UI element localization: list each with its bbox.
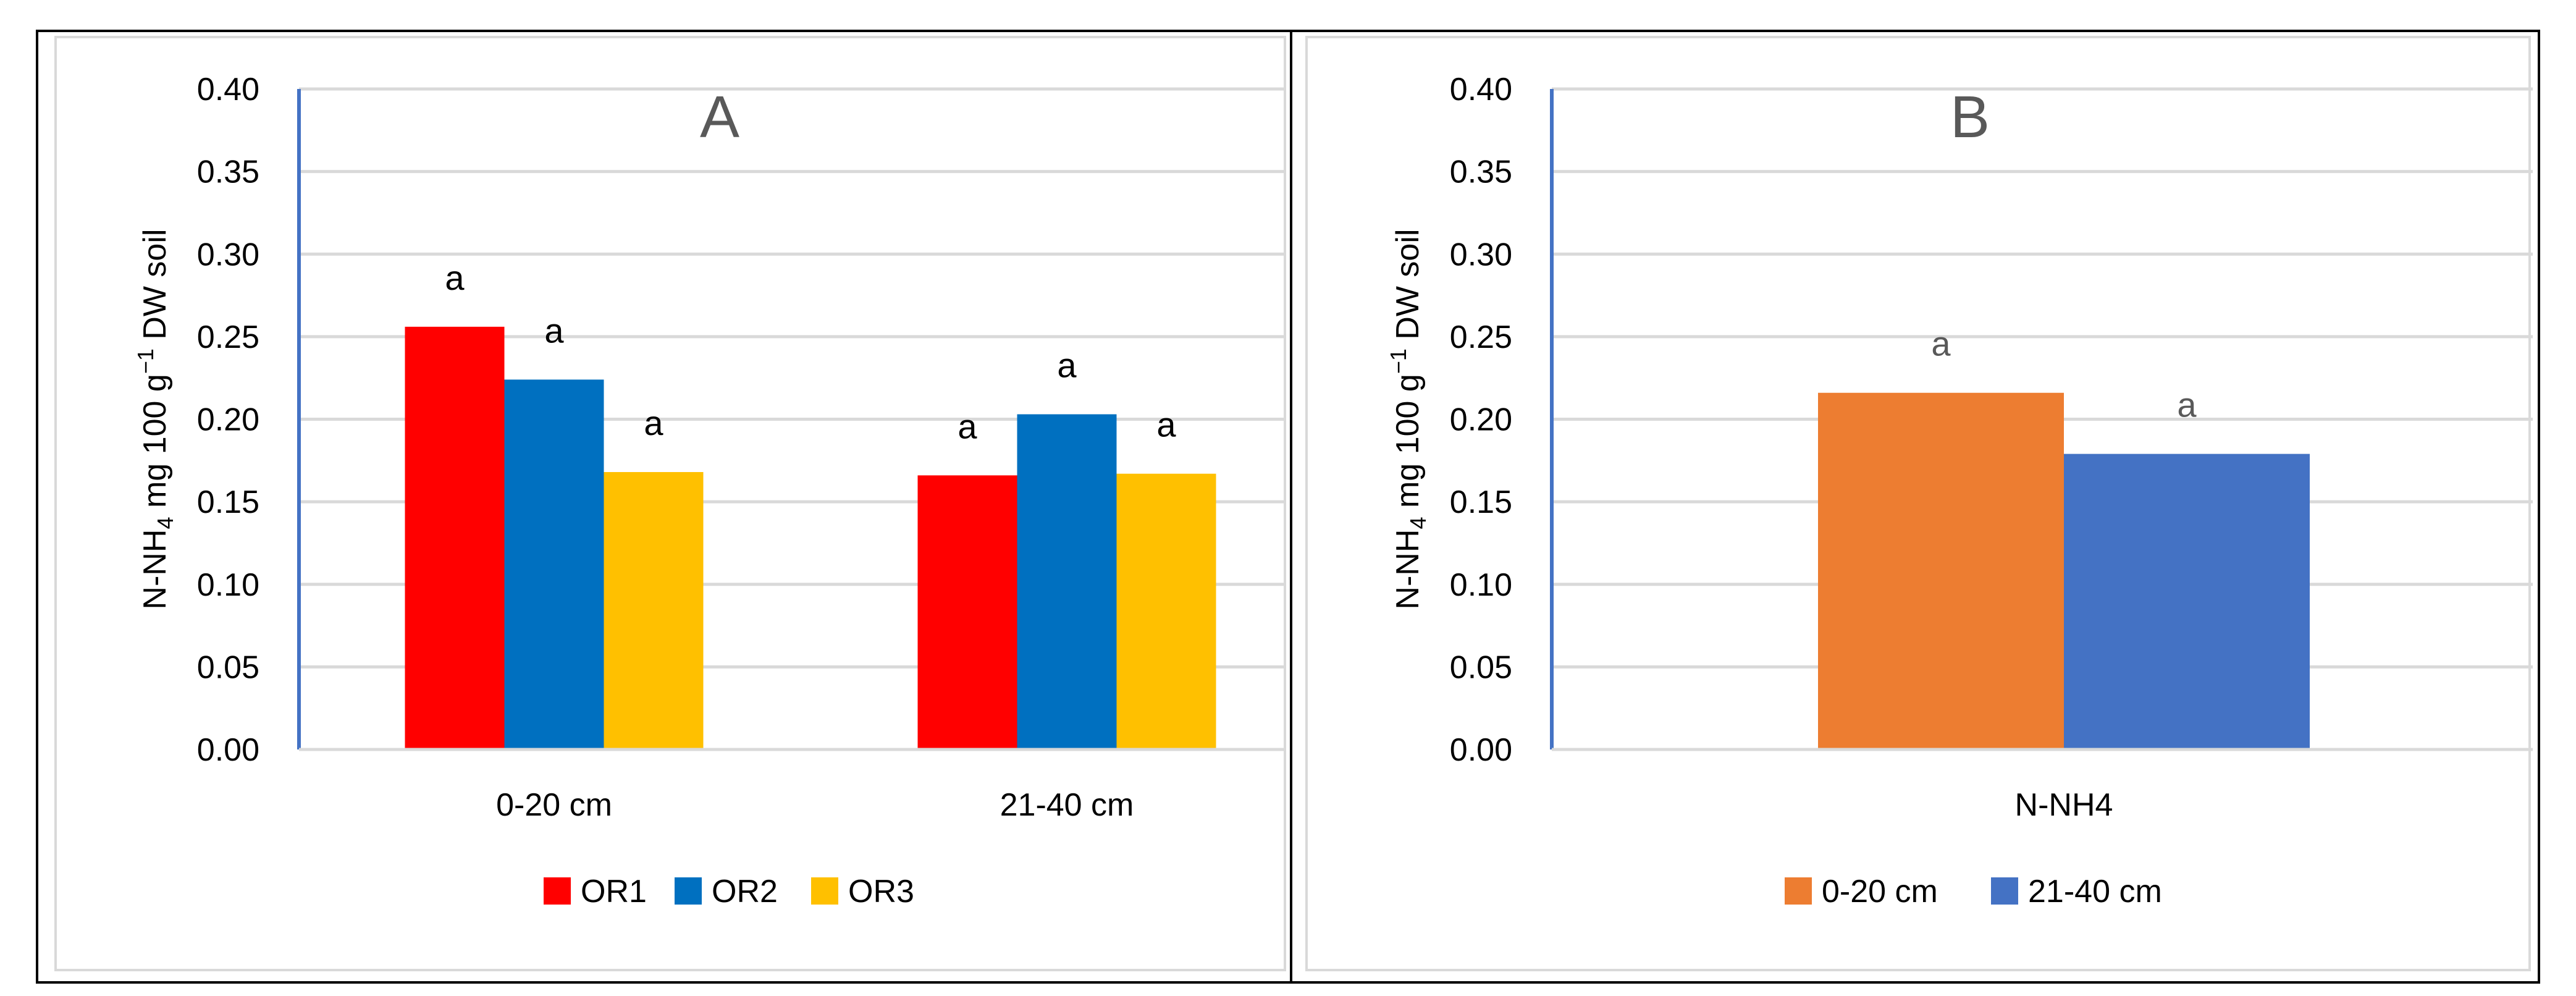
y-tick-label: 0.30 bbox=[197, 237, 259, 272]
y-axis-label-a-main: N-NH bbox=[137, 529, 173, 609]
bar-labels-b: aa bbox=[1931, 324, 2197, 424]
bar-labels-a: a a a a a a bbox=[445, 258, 1176, 446]
y-tick-label: 0.15 bbox=[197, 484, 259, 520]
bar-label: a bbox=[2177, 386, 2197, 424]
y-tick-label: 0.20 bbox=[1450, 402, 1512, 438]
legend-swatch bbox=[544, 877, 571, 905]
bar bbox=[604, 472, 704, 749]
legend-swatch bbox=[675, 877, 702, 905]
bar bbox=[2064, 454, 2310, 749]
chart-area-frame-b bbox=[1305, 36, 2531, 971]
y-tick-label: 0.10 bbox=[1450, 567, 1512, 603]
y-tick-label: 0.40 bbox=[197, 72, 259, 108]
bar-label: a bbox=[1931, 324, 1951, 363]
x-ticks-a: 0-20 cm 21-40 cm bbox=[496, 787, 1134, 823]
legend-b: 0-20 cm 21-40 cm bbox=[1785, 874, 2162, 909]
axis-a bbox=[297, 89, 1285, 751]
y-tick-label: 0.15 bbox=[1450, 484, 1512, 520]
y-axis-label-a-sub: 4 bbox=[153, 517, 178, 529]
bar bbox=[504, 379, 604, 749]
bars-b bbox=[1818, 392, 2310, 749]
bar bbox=[1818, 392, 2064, 749]
legend-label: 0-20 cm bbox=[1822, 874, 1938, 909]
legend-swatch bbox=[1991, 877, 2018, 905]
bar bbox=[1017, 414, 1117, 749]
bar-label: a bbox=[1156, 405, 1176, 444]
y-tick-label: 0.35 bbox=[197, 154, 259, 190]
y-ticks-a: 0.00 0.05 0.10 0.15 0.20 0.25 0.30 0.35 0.40 bbox=[197, 72, 259, 768]
x-tick-label: 21-40 cm bbox=[1000, 787, 1134, 823]
y-axis-label-a-end: DW soil bbox=[137, 229, 173, 349]
bar-label: a bbox=[544, 311, 564, 350]
chart-panel-a: aaa aaa 0.000.050.100.150.200.250.300.350… bbox=[133, 72, 1285, 909]
y-axis-label-a: N-NH4 mg 100 g−1 DW soil bbox=[133, 229, 178, 610]
bar bbox=[917, 475, 1017, 749]
y-tick-label: 0.40 bbox=[1450, 72, 1512, 108]
chart-area-frame-a bbox=[54, 36, 1286, 971]
x-tick-label: 0-20 cm bbox=[496, 787, 612, 823]
legend-a: OR1 OR2 OR3 bbox=[544, 874, 914, 909]
bars-a bbox=[405, 326, 1216, 749]
y-tick-label: 0.35 bbox=[1450, 154, 1512, 190]
bar bbox=[405, 326, 505, 749]
y-tick-label: 0.00 bbox=[197, 732, 259, 768]
bar-label: a bbox=[1057, 345, 1077, 384]
y-tick-label: 0.30 bbox=[1450, 237, 1512, 272]
y-tick-label: 0.25 bbox=[1450, 319, 1512, 355]
y-tick-label: 0.25 bbox=[197, 319, 259, 355]
bar-label: a bbox=[644, 403, 663, 442]
panel-label-b: B bbox=[1950, 84, 1990, 150]
y-tick-label: 0.10 bbox=[197, 567, 259, 603]
axis-b bbox=[1550, 89, 2533, 751]
y-axis-label-a-sup: −1 bbox=[133, 348, 158, 374]
legend-swatch bbox=[811, 877, 838, 905]
x-ticks-b: N-NH4 bbox=[2015, 787, 2113, 823]
y-axis-label-b-sup: −1 bbox=[1386, 348, 1411, 374]
bar bbox=[1116, 473, 1216, 749]
y-tick-label: 0.05 bbox=[1450, 649, 1512, 685]
y-ticks-b: 0.00 0.05 0.10 0.15 0.20 0.25 0.30 0.35 0.40 bbox=[1450, 72, 1512, 768]
y-tick-label: 0.20 bbox=[197, 402, 259, 438]
y-axis-label-b-sub: 4 bbox=[1405, 517, 1431, 529]
bar-label: a bbox=[445, 258, 465, 297]
legend-label: OR3 bbox=[848, 874, 914, 909]
x-tick-label: N-NH4 bbox=[2015, 787, 2113, 823]
y-axis-label-b-mid: mg 100 g bbox=[1390, 374, 1426, 517]
y-axis-label-b: N-NH4 mg 100 g−1 DW soil bbox=[1386, 229, 1431, 610]
y-tick-label: 0.05 bbox=[197, 649, 259, 685]
y-axis-label-b-main: N-NH bbox=[1390, 529, 1426, 609]
y-axis-label-b-end: DW soil bbox=[1390, 229, 1426, 349]
bar-label: a bbox=[958, 407, 977, 445]
panel-label-a: A bbox=[700, 84, 739, 150]
y-axis-label-a-mid: mg 100 g bbox=[137, 374, 173, 517]
outer-frame bbox=[36, 30, 2540, 984]
legend-label: OR1 bbox=[581, 874, 647, 909]
chart-panel-b: aa 0.000.050.100.150.200.250.300.350.40 … bbox=[1386, 72, 2533, 909]
legend-swatch bbox=[1785, 877, 1812, 905]
legend-label: 21-40 cm bbox=[2028, 874, 2162, 909]
legend-label: OR2 bbox=[712, 874, 778, 909]
y-tick-label: 0.00 bbox=[1450, 732, 1512, 768]
